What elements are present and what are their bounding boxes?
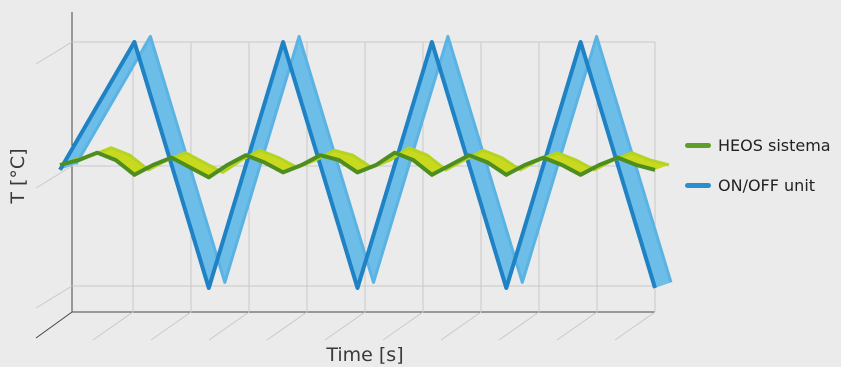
- y-axis-label: T [°C]: [7, 148, 29, 204]
- v-gridline-depth: [556, 311, 598, 341]
- heos-series-ribbon-face: [60, 147, 669, 178]
- legend-label-heos: HEOS sistema: [718, 135, 831, 155]
- x-axis-label: Time [s]: [325, 344, 403, 366]
- legend-swatch-heos: [685, 142, 711, 148]
- onoff-series-ribbon-back-edge: [74, 34, 673, 284]
- v-gridline-depth: [150, 311, 192, 341]
- v-gridline-depth: [266, 311, 308, 341]
- v-gridline-depth: [208, 311, 250, 341]
- series-layer: [58, 34, 673, 290]
- v-gridline-depth: [440, 311, 482, 341]
- legend-label-onoff: ON/OFF unit: [718, 175, 816, 195]
- legend-swatch-onoff: [685, 182, 711, 188]
- v-gridline-depth: [614, 311, 656, 341]
- h-gridline-depth: [35, 285, 73, 309]
- legend-item-heos: HEOS sistema: [685, 133, 831, 157]
- v-gridline-depth: [92, 311, 134, 341]
- h-gridline-depth: [35, 165, 73, 189]
- v-gridline-depth: [382, 311, 424, 341]
- legend-item-onoff: ON/OFF unit: [685, 173, 831, 197]
- depth-axis-line: [35, 311, 73, 339]
- v-gridline-depth: [324, 311, 366, 341]
- h-gridline-depth: [35, 41, 73, 65]
- legend: HEOS sistema ON/OFF unit: [685, 133, 831, 213]
- v-gridline-depth: [498, 311, 540, 341]
